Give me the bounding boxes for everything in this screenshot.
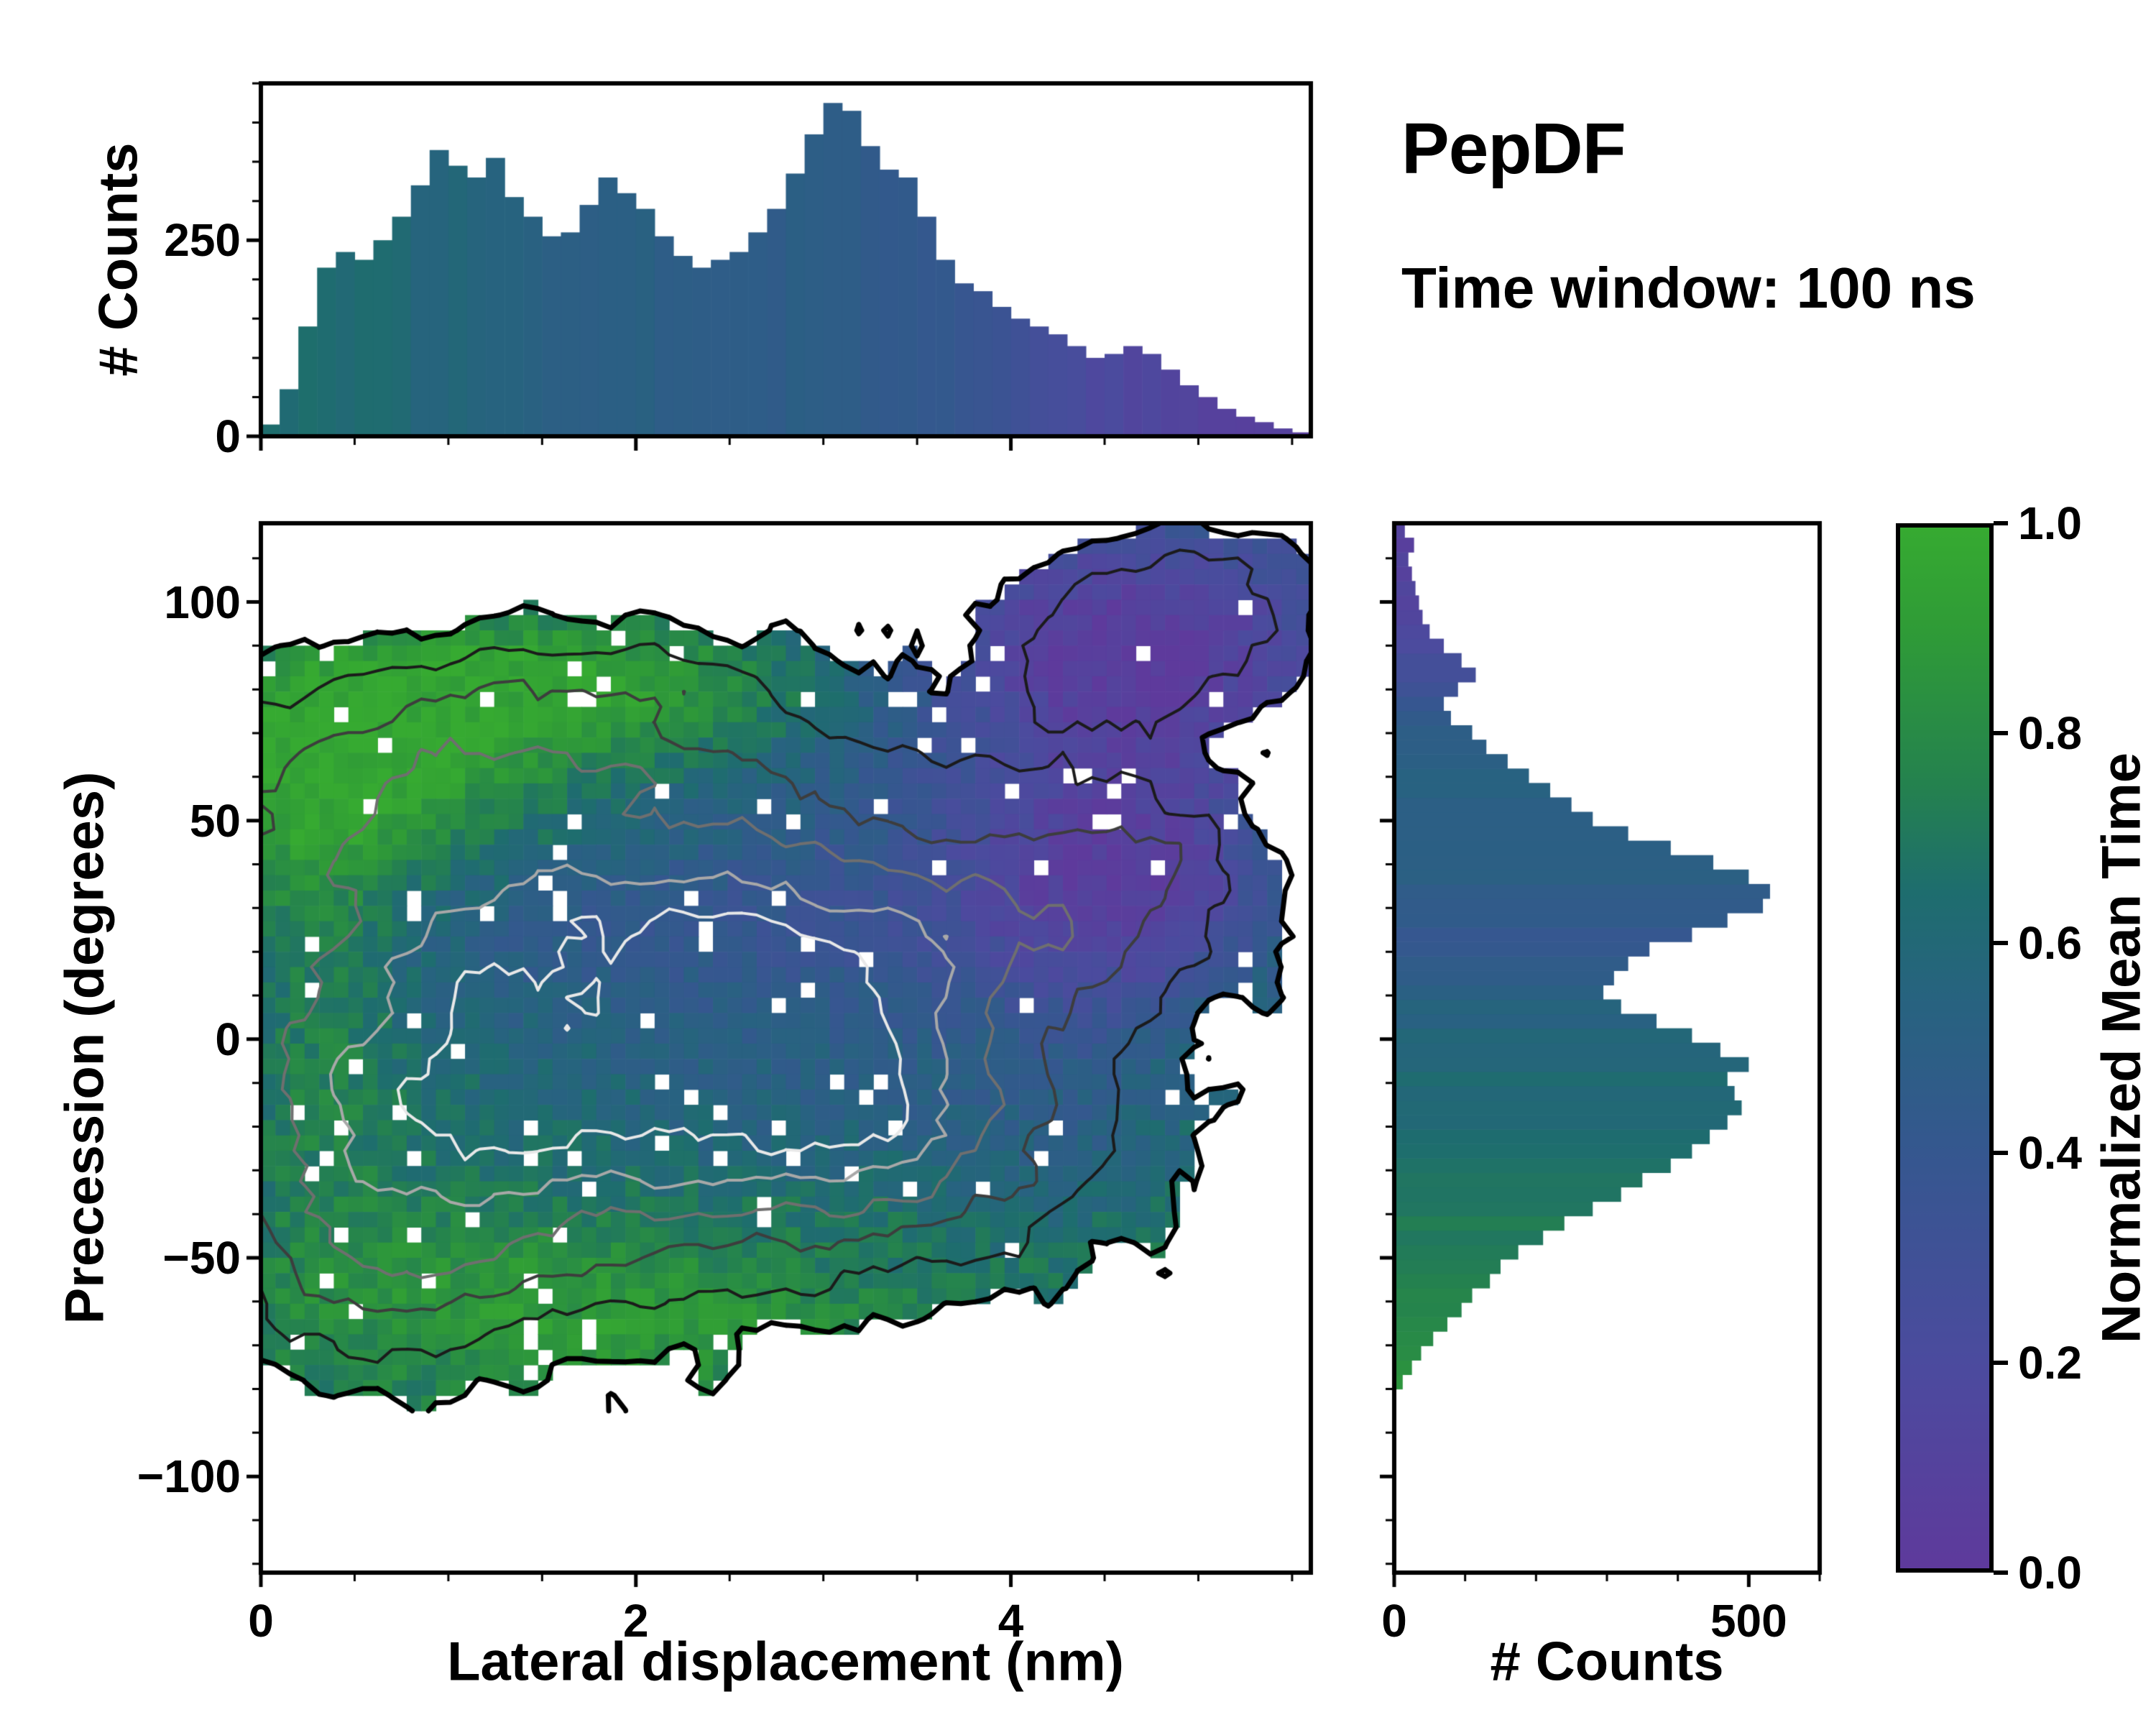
main-ytick-label: 50 [189,794,241,847]
colorbar-tick [1994,941,2008,945]
main-ylabel: Precession (degrees) [54,771,116,1325]
main-ytick-label: 100 [164,576,241,628]
colorbar-tick-label: 0.4 [2018,1127,2082,1179]
colorbar-tick [1994,1570,2008,1575]
right-hist-xlabel: # Counts [1490,1631,1724,1693]
top-hist-ytick-label: 0 [215,410,241,462]
colorbar-tick-label: 0.8 [2018,707,2082,759]
colorbar-tick-label: 1.0 [2018,497,2082,549]
colorbar-tick-label: 0.0 [2018,1547,2082,1598]
right-histogram-canvas [1365,494,1848,1601]
colorbar-tick-label: 0.6 [2018,917,2082,969]
right-hist-xtick-label: 0 [1381,1595,1407,1647]
colorbar-label: Normalized Mean Time [2091,752,2152,1344]
colorbar [1896,523,1994,1573]
main-xtick-label: 2 [622,1595,649,1647]
main-xlabel: Lateral displacement (nm) [447,1631,1124,1693]
top-hist-ytick-label: 250 [164,214,241,267]
colorbar-tick [1994,521,2008,525]
main-ytick-label: −50 [162,1232,241,1284]
colorbar-tick [1994,1361,2008,1365]
main-ytick-label: −100 [137,1450,241,1503]
colorbar-tick [1994,1151,2008,1155]
main-ytick-label: 0 [215,1013,241,1065]
main-xtick-label: 4 [998,1595,1024,1647]
plot-subtitle: Time window: 100 ns [1401,256,1976,320]
plot-title: PepDF [1401,109,1626,189]
right-hist-xtick-label: 500 [1710,1595,1787,1647]
colorbar-tick [1994,731,2008,735]
top-histogram-canvas [232,55,1340,465]
top-hist-ylabel: # Counts [88,142,149,377]
main-xtick-label: 0 [248,1595,274,1647]
joint-heatmap-canvas [232,494,1340,1601]
colorbar-tick-label: 0.2 [2018,1337,2082,1389]
